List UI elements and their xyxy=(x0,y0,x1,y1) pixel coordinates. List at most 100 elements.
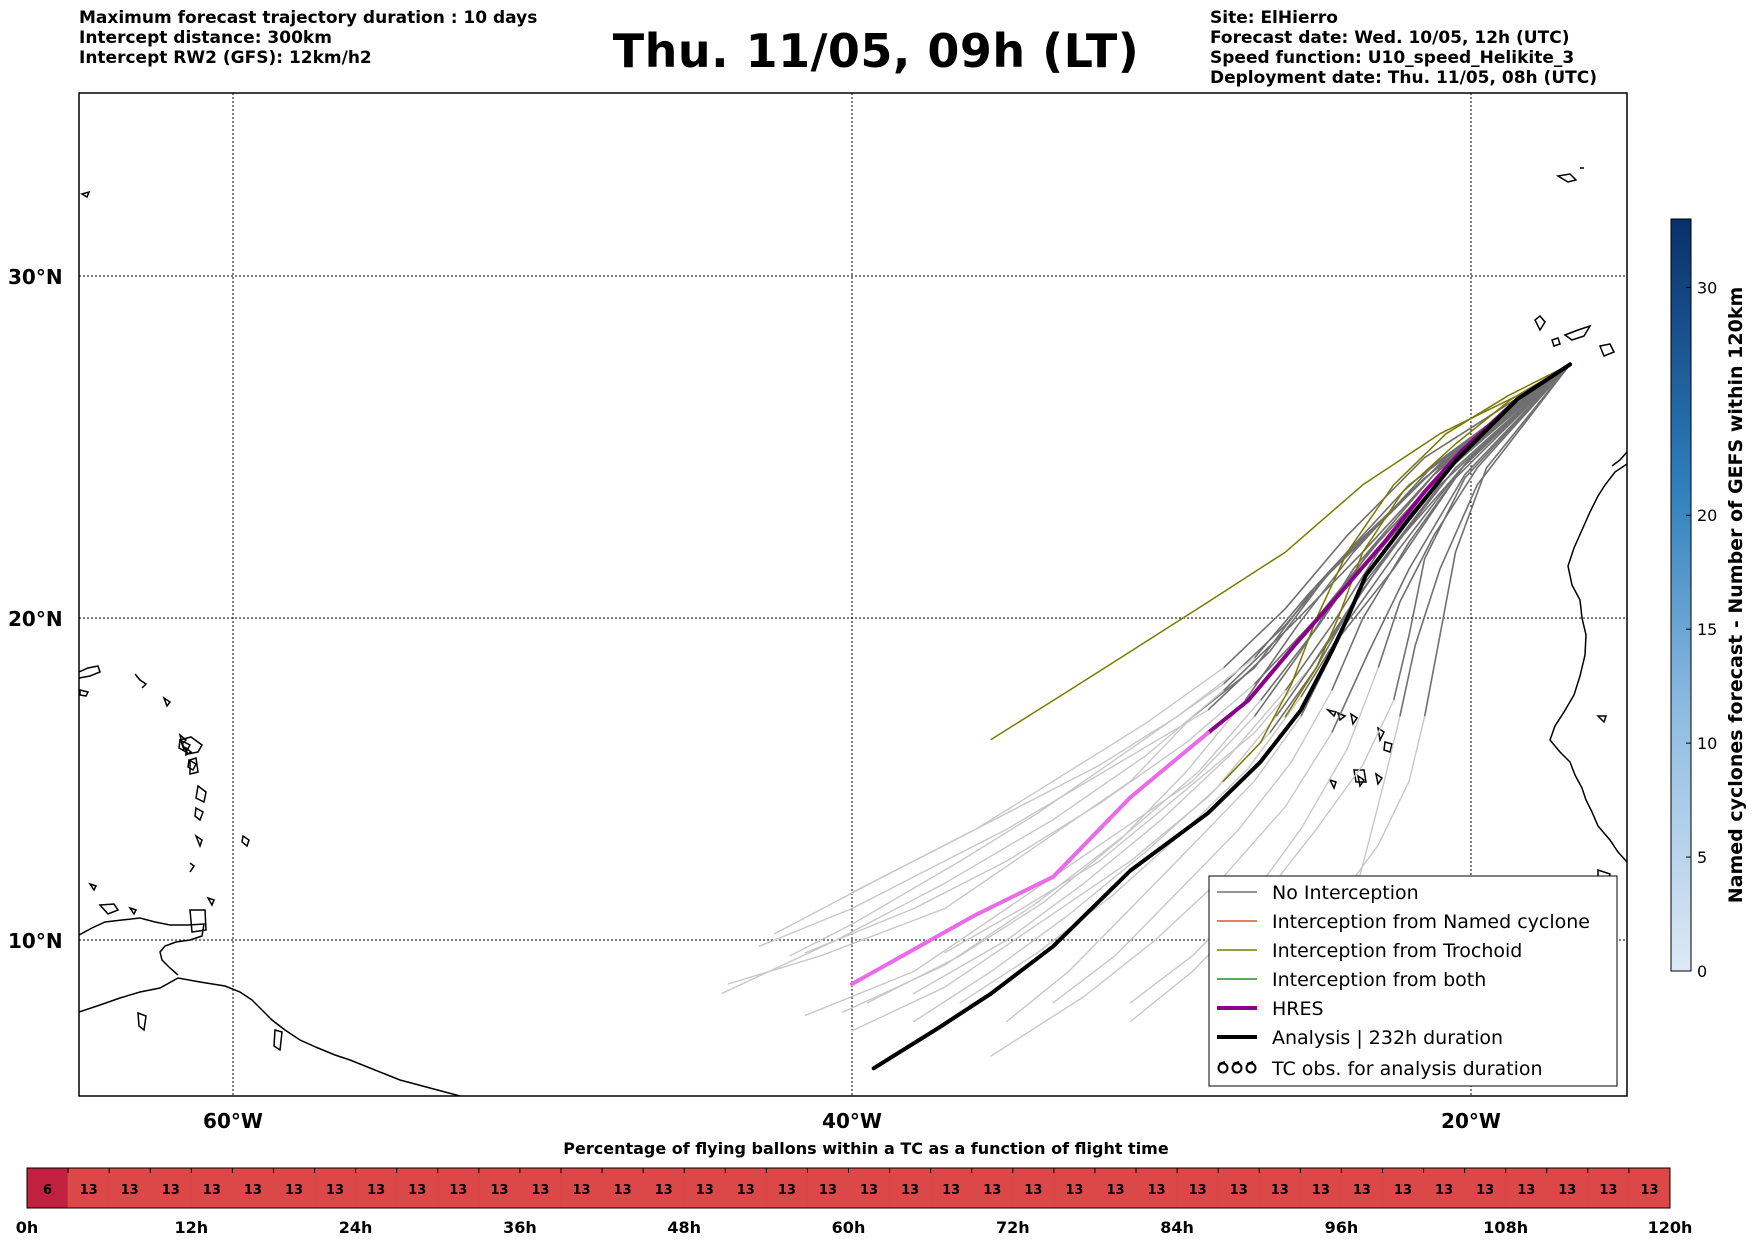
timebar-cell xyxy=(396,1167,439,1209)
legend-box xyxy=(1208,875,1618,1087)
legend: No Interception Interception from Named … xyxy=(1208,875,1618,1087)
timebar-cell-value: 13 xyxy=(80,1183,98,1198)
timebar-cell-value: 13 xyxy=(1640,1183,1658,1198)
canary-2 xyxy=(1563,324,1592,341)
run-info-line: Intercept RW2 (GFS): 12km/h2 xyxy=(79,48,372,68)
timebar-cell xyxy=(1628,1167,1671,1209)
cape-verde-3 xyxy=(1356,774,1366,788)
timebar-hour-label: 0h xyxy=(16,1218,39,1237)
timebar-cell-value: 13 xyxy=(860,1183,878,1198)
run-info-line: Maximum forecast trajectory duration : 1… xyxy=(79,8,538,28)
timebar-cell xyxy=(1012,1167,1055,1209)
cuba-fragment xyxy=(79,665,101,679)
legend-label: Interception from both xyxy=(1272,969,1486,991)
timebar-cell-value: 13 xyxy=(983,1183,1001,1198)
antilles-6 xyxy=(187,758,197,772)
ensemble-trajectory-late xyxy=(789,683,1225,957)
lat-label: 30°N xyxy=(8,265,63,289)
canary-4 xyxy=(1551,337,1561,347)
timebar-cell-value: 13 xyxy=(655,1183,673,1198)
small-island-4 xyxy=(80,190,91,199)
timebar-cell-value: 13 xyxy=(614,1183,632,1198)
colorbar-tick-label: 10 xyxy=(1697,734,1717,753)
ensemble-trajectory-early xyxy=(1377,363,1571,669)
legend-label: No Interception xyxy=(1272,882,1419,904)
colorbar: 0 5 10 15 20 30 Named cyclones forecast - Num… xyxy=(1670,218,1747,981)
ensemble-trajectory-late xyxy=(944,667,1311,954)
timebar-hour-label: 96h xyxy=(1325,1218,1359,1237)
timebar-frame xyxy=(26,1167,1671,1209)
timebar-cell xyxy=(149,1167,192,1209)
timebar-cell-value: 13 xyxy=(1476,1183,1494,1198)
timebar-hour-label: 108h xyxy=(1483,1218,1528,1237)
timebar-cell-value: 13 xyxy=(121,1183,139,1198)
trinidad xyxy=(189,909,207,933)
timebar-cell-value: 13 xyxy=(449,1183,467,1198)
ensemble-trajectory-late xyxy=(990,732,1333,1057)
cape-verde-8 xyxy=(1325,708,1338,718)
colorbar-label: Named cyclones forecast - Number of GEFS… xyxy=(1725,287,1747,904)
ensemble-trajectory-early xyxy=(1392,363,1571,702)
lon-label: 40°W xyxy=(822,1109,882,1133)
ensemble-trajectory-late xyxy=(1006,716,1302,1023)
run-info-line: Intercept distance: 300km xyxy=(79,28,332,48)
timebar-cell xyxy=(314,1167,357,1209)
timebar-hour-label: 24h xyxy=(339,1218,373,1237)
timebar-cell-value: 13 xyxy=(1599,1183,1617,1198)
legend-label: HRES xyxy=(1272,998,1324,1020)
coastlines xyxy=(79,167,1627,1096)
africa-coast-upper xyxy=(1611,451,1627,467)
timebar-cell-value: 13 xyxy=(1517,1183,1535,1198)
lon-label: 20°W xyxy=(1441,1109,1501,1133)
ensemble-trajectory-late xyxy=(727,716,1194,985)
timebar-cell-value: 13 xyxy=(778,1183,796,1198)
small-island-2 xyxy=(98,903,120,915)
timebar-cell-value: 13 xyxy=(1353,1183,1371,1198)
timebar-hour-label: 120h xyxy=(1648,1218,1693,1237)
tobago xyxy=(206,896,215,907)
timebar-hour-label: 48h xyxy=(667,1218,701,1237)
timebar-cell xyxy=(765,1167,808,1209)
timebar-cell-value: 13 xyxy=(942,1183,960,1198)
timebar-cell-value: 13 xyxy=(531,1183,549,1198)
madeira xyxy=(1555,167,1584,183)
timebar-cell-value: 13 xyxy=(819,1183,837,1198)
timebar-cell-value: 13 xyxy=(244,1183,262,1198)
lon-label: 60°W xyxy=(203,1109,263,1133)
timebar-cell xyxy=(683,1167,726,1209)
small-island-3 xyxy=(128,906,138,916)
timebar-cell-value: 13 xyxy=(737,1183,755,1198)
timebar-cell-value: 13 xyxy=(1148,1183,1166,1198)
ensemble-trajectory-late xyxy=(758,709,1209,947)
timebar-cell xyxy=(889,1167,932,1209)
trochoid-trajectory xyxy=(990,363,1571,741)
colorbar-tick-label: 20 xyxy=(1697,506,1717,525)
canary-3 xyxy=(1598,343,1616,357)
canary-1 xyxy=(1534,314,1546,332)
timebar-cell xyxy=(1299,1167,1342,1209)
legend-label: Analysis | 232h duration xyxy=(1272,1027,1503,1049)
timebar-cell-value: 13 xyxy=(490,1183,508,1198)
timebar-cell-value: 13 xyxy=(1024,1183,1042,1198)
trajectories xyxy=(721,362,1572,1071)
timebar-cell xyxy=(642,1167,685,1209)
timebar-cell-value: 13 xyxy=(696,1183,714,1198)
timebar-cell xyxy=(478,1167,521,1209)
timebar-cell xyxy=(601,1167,644,1209)
timebar-cell xyxy=(1546,1167,1589,1209)
legend-label: TC obs. for analysis duration xyxy=(1271,1058,1543,1080)
ensemble-trajectory-early xyxy=(1259,363,1571,702)
ensemble-trajectory-early xyxy=(1399,363,1571,718)
lat-label: 20°N xyxy=(8,607,63,631)
timebar-cell-value: 13 xyxy=(408,1183,426,1198)
antilles-2 xyxy=(162,696,172,708)
site-info: Site: ElHierro Forecast date: Wed. 10/05… xyxy=(1210,8,1597,88)
ensemble-trajectory-early xyxy=(1222,363,1571,669)
timebar-cell xyxy=(1423,1167,1466,1209)
site-info-line: Site: ElHierro xyxy=(1210,8,1338,28)
ensemble-trajectory-early xyxy=(1423,363,1571,718)
timebar-cell-value: 6 xyxy=(43,1183,52,1198)
timebar-cell-value: 13 xyxy=(901,1183,919,1198)
timebar: Percentage of flying ballons within a TC… xyxy=(16,1139,1693,1237)
analysis-trajectory xyxy=(871,362,1572,1071)
